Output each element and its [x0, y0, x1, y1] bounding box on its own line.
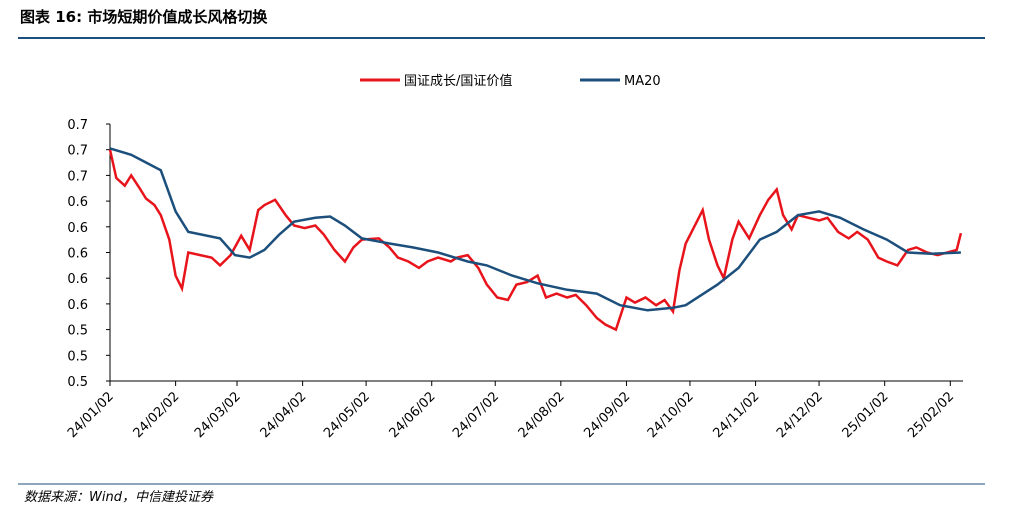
x-tick-label: 24/09/02 — [581, 389, 633, 441]
legend-label: 国证成长/国证价值 — [404, 73, 512, 89]
series-line — [108, 149, 963, 332]
y-tick-label: 0.5 — [67, 349, 88, 364]
x-tick-label: 24/06/02 — [387, 389, 439, 441]
x-tick-label: 24/01/02 — [65, 389, 117, 441]
chart-title: 图表 16: 市场短期价值成长风格切换 — [20, 8, 268, 26]
legend-label: MA20 — [624, 74, 661, 89]
y-tick-label: 0.6 — [67, 221, 88, 236]
y-tick-label: 0.7 — [67, 169, 88, 184]
y-tick-label: 0.6 — [67, 195, 88, 210]
x-tick-label: 24/08/02 — [516, 389, 568, 441]
x-tick-label: 24/10/02 — [645, 389, 697, 441]
x-tick-label: 24/05/02 — [321, 389, 373, 441]
y-tick-label: 0.7 — [67, 144, 88, 159]
y-tick-label: 0.6 — [67, 298, 88, 313]
x-tick-label: 24/04/02 — [258, 389, 310, 441]
x-tick-label: 25/02/02 — [905, 389, 957, 441]
x-tick-label: 24/11/02 — [711, 389, 763, 441]
y-tick-label: 0.6 — [67, 272, 88, 287]
x-tick-label: 24/12/02 — [774, 389, 826, 441]
x-tick-label: 24/03/02 — [192, 389, 244, 441]
series-line — [109, 147, 961, 312]
source: 数据来源：Wind，中信建投证券 — [24, 490, 214, 505]
x-tick-label: 24/07/02 — [450, 389, 502, 441]
x-tick-label: 25/01/02 — [840, 389, 892, 441]
y-tick-label: 0.5 — [67, 324, 88, 339]
y-tick-label: 0.5 — [67, 375, 88, 390]
y-tick-label: 0.6 — [67, 247, 88, 262]
x-tick-label: 24/02/02 — [131, 389, 183, 441]
y-tick-label: 0.7 — [67, 118, 88, 133]
